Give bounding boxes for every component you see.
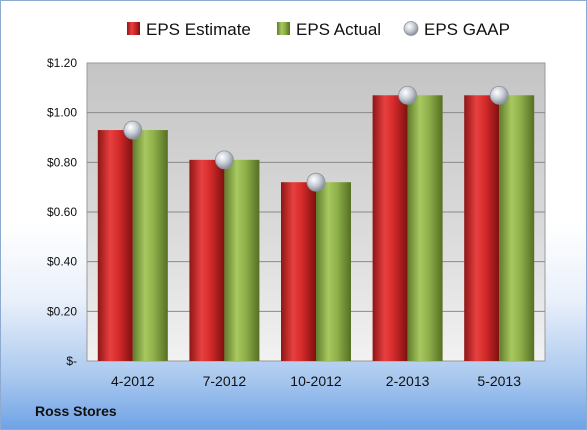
x-tick-label: 5-2013 <box>477 373 521 389</box>
y-tick-label: $1.00 <box>47 106 77 120</box>
eps-actual-bar <box>499 95 535 362</box>
y-axis: $- $0.20 $0.40 $0.60 $0.80 $1.00 $1.20 <box>47 56 77 368</box>
company-name: Ross Stores <box>35 403 117 419</box>
x-axis: 4-2012 7-2012 10-2012 2-2013 5-2013 <box>111 373 521 389</box>
eps-actual-bar <box>316 182 351 361</box>
gaap-markers <box>123 85 509 192</box>
x-tick-label: 4-2012 <box>111 373 155 389</box>
y-tick-label: $0.60 <box>47 205 77 219</box>
eps-actual-bar <box>407 95 443 362</box>
eps-estimate-bar <box>464 95 500 362</box>
y-tick-label: $- <box>66 354 77 368</box>
eps-gaap-marker <box>398 85 418 105</box>
y-tick-label: $0.40 <box>47 255 77 269</box>
eps-gaap-marker <box>489 85 509 105</box>
legend-label: EPS GAAP <box>424 20 510 39</box>
legend-swatch <box>127 22 140 35</box>
x-tick-label: 2-2013 <box>386 373 430 389</box>
eps-estimate-bar <box>372 95 408 362</box>
x-tick-label: 7-2012 <box>203 373 247 389</box>
eps-actual-bar <box>224 159 260 361</box>
legend-label: EPS Estimate <box>146 20 251 39</box>
legend: EPS Estimate EPS Actual EPS GAAP <box>127 20 510 39</box>
eps-estimate-bar <box>97 130 133 361</box>
eps-estimate-bar <box>281 182 316 361</box>
eps-estimate-bar <box>189 159 225 361</box>
eps-gaap-marker <box>214 150 234 170</box>
legend-swatch <box>403 21 419 36</box>
y-tick-label: $0.80 <box>47 155 77 169</box>
eps-actual-bar <box>132 130 168 361</box>
x-tick-label: 10-2012 <box>290 373 342 389</box>
y-tick-label: $0.20 <box>47 304 77 318</box>
y-tick-label: $1.20 <box>47 56 77 70</box>
legend-swatch <box>277 22 290 35</box>
eps-gaap-marker <box>123 120 143 140</box>
eps-gaap-marker <box>306 172 326 192</box>
legend-label: EPS Actual <box>296 20 381 39</box>
bars <box>97 95 535 362</box>
